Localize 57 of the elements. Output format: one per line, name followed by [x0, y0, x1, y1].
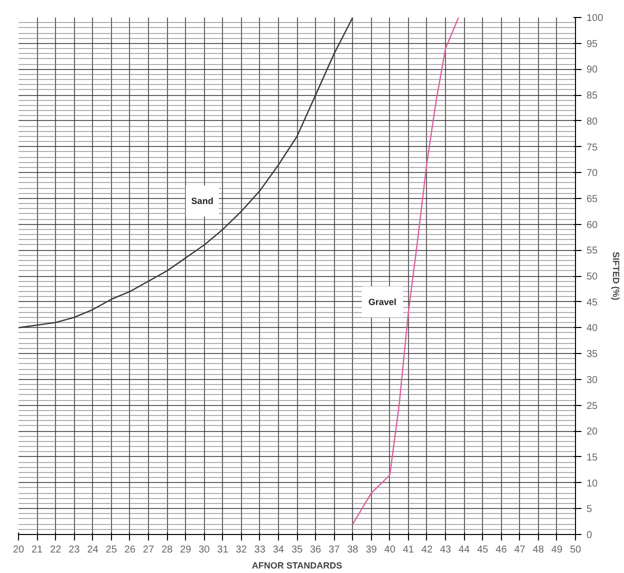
y-tick-label: 0 [586, 530, 592, 541]
y-tick-label: 85 [586, 90, 598, 102]
x-tick-label: 20 [12, 544, 24, 556]
x-tick-label: 21 [32, 544, 44, 556]
y-tick-label: 100 [586, 13, 604, 24]
y-tick-label: 25 [586, 400, 598, 412]
x-tick-label: 39 [366, 544, 378, 556]
y-tick-label: 20 [586, 426, 598, 438]
annotation: Sand [191, 196, 214, 206]
x-tick-label: 33 [254, 544, 266, 556]
x-tick-label: 35 [291, 544, 303, 556]
y-tick-label: 35 [586, 349, 598, 360]
y-tick-label: 90 [586, 64, 598, 76]
y-tick-label: 80 [586, 116, 598, 128]
x-tick-label: 43 [440, 544, 452, 556]
y-tick-label: 40 [586, 323, 598, 334]
x-tick-label: 28 [161, 544, 174, 556]
y-tick-label: 55 [586, 246, 598, 257]
x-axis-title: AFNOR STANDARDS [252, 560, 342, 570]
x-tick-label: 26 [124, 544, 136, 556]
y-tick-label: 10 [586, 478, 598, 490]
x-tick-label: 29 [180, 544, 192, 556]
y-tick-label: 5 [586, 504, 592, 516]
line-series [352, 18, 460, 525]
y-axis-title: SIFTED (%) [611, 252, 622, 300]
x-tick-label: 30 [198, 544, 210, 556]
x-tick-label: 40 [384, 544, 396, 556]
y-tick-label: 60 [586, 220, 598, 231]
x-tick-label: 23 [68, 544, 80, 556]
y-tick-label: 45 [586, 297, 598, 308]
x-tick-label: 49 [551, 544, 563, 556]
y-tick-label: 50 [586, 272, 598, 282]
x-tick-label: 36 [310, 544, 322, 556]
y-tick-label: 70 [586, 168, 598, 180]
x-tick-label: 37 [328, 544, 340, 556]
x-tick-label: 41 [402, 544, 414, 556]
x-tick-label: 44 [458, 544, 470, 556]
x-tick-label: 38 [347, 544, 359, 556]
x-tick-label: 48 [532, 544, 544, 556]
x-tick-label: 31 [217, 544, 229, 556]
x-tick-label: 46 [496, 544, 508, 556]
x-tick-label: 32 [236, 544, 248, 556]
x-tick-label: 47 [514, 544, 526, 556]
x-tick-label: 34 [272, 544, 284, 556]
x-tick-label: 25 [106, 544, 118, 556]
annotation: Gravel [368, 296, 396, 307]
x-tick-label: 27 [142, 544, 154, 556]
x-tick-label: 22 [50, 544, 62, 556]
x-tick-label: 42 [421, 544, 433, 556]
y-tick-label: 75 [586, 142, 598, 154]
x-tick-label: 24 [87, 544, 99, 556]
y-tick-label: 65 [586, 194, 598, 205]
y-tick-label: 30 [586, 374, 598, 386]
y-tick-label: 15 [586, 452, 598, 464]
x-tick-label: 45 [477, 544, 489, 556]
y-tick-label: 95 [586, 38, 598, 50]
x-tick-label: 50 [570, 544, 582, 556]
